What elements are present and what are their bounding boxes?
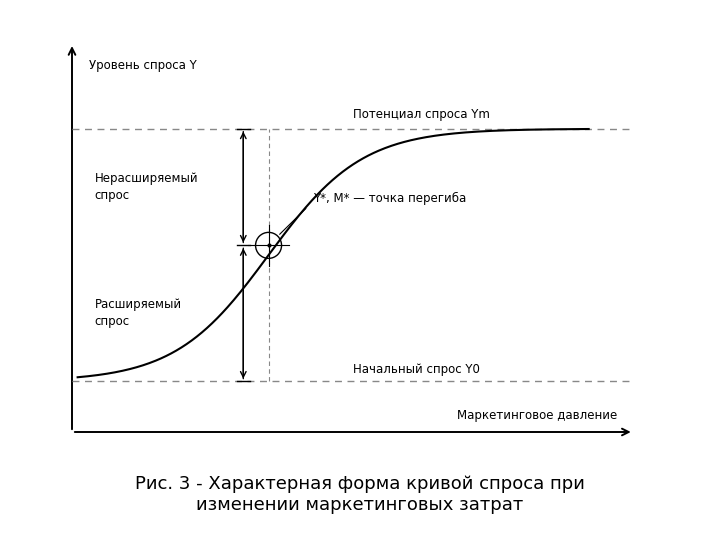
Text: Начальный спрос Y0: Начальный спрос Y0 <box>353 363 480 376</box>
Text: Y*, M* — точка перегиба: Y*, M* — точка перегиба <box>313 192 467 205</box>
Text: Уровень спроса Y: Уровень спроса Y <box>89 59 197 72</box>
Text: Потенциал спроса Ym: Потенциал спроса Ym <box>353 108 490 121</box>
Text: Нерасширяемый
спрос: Нерасширяемый спрос <box>94 172 198 202</box>
Text: Рис. 3 - Характерная форма кривой спроса при
изменении маркетинговых затрат: Рис. 3 - Характерная форма кривой спроса… <box>135 475 585 514</box>
Text: Расширяемый
спрос: Расширяемый спрос <box>94 299 181 328</box>
Text: Маркетинговое давление: Маркетинговое давление <box>456 409 617 422</box>
